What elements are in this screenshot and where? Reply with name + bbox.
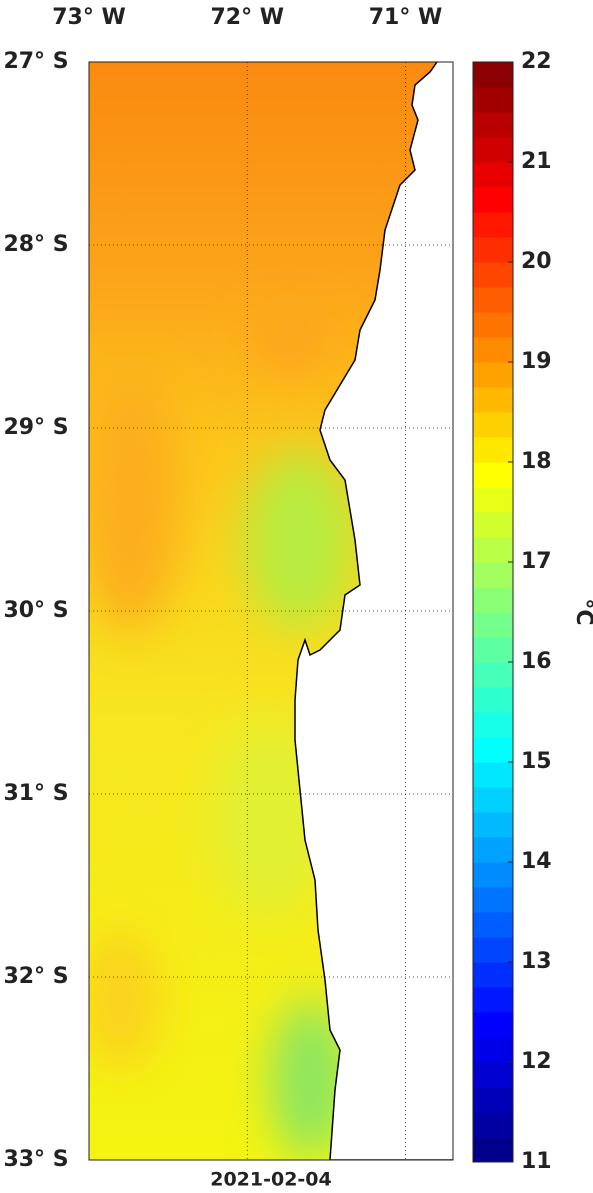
colorbar-label: °C [571,598,593,625]
colorbar-step [473,587,513,613]
colorbar-step [473,1062,513,1088]
colorbar-step [473,112,513,138]
colorbar-step [473,462,513,488]
date: 2021-02-04 [210,1169,332,1189]
colorbar-step [473,512,513,538]
lat-tick-label: 29° S [3,415,68,440]
lon-tick-label: 73° W [52,5,126,30]
colorbar-tick-label: 21 [521,149,552,174]
colorbar-tick-label: 15 [521,749,552,774]
lat-tick-label: 28° S [3,232,68,257]
colorbar-step [473,262,513,288]
colorbar-step [473,412,513,438]
lat-tick-label: 30° S [3,598,68,623]
colorbar-step [473,862,513,888]
colorbar-step [473,612,513,638]
colorbar-step [473,387,513,413]
lat-tick-label: 32° S [3,964,68,989]
colorbar-step [473,312,513,338]
colorbar-step [473,987,513,1013]
colorbar-step [473,787,513,813]
colorbar-step [473,812,513,838]
colorbar-step [473,712,513,738]
colorbar-step [473,137,513,163]
colorbar-step [473,162,513,188]
colorbar-step [473,337,513,363]
colorbar-step [473,562,513,588]
colorbar-tick-label: 22 [521,49,552,74]
colorbar-frame [472,61,514,1163]
lon-tick-label: 72° W [210,5,284,30]
colorbar-tick-label: 11 [521,1149,552,1174]
colorbar-step [473,962,513,988]
colorbar-step [473,637,513,663]
colorbar-step [473,687,513,713]
lat-tick-label: 27° S [3,49,68,74]
colorbar-tick-label: 12 [521,1049,552,1074]
colorbar-step [473,837,513,863]
colorbar-step [473,1112,513,1138]
colorbar-step [473,1087,513,1113]
lon-tick-label: 71° W [369,5,443,30]
colorbar-step [473,437,513,463]
colorbar-tick-label: 14 [521,849,552,874]
colorbar-tick-label: 18 [521,449,552,474]
colorbar-step [473,212,513,238]
colorbar-tick-label: 19 [521,349,552,374]
lat-tick-label: 33° S [3,1147,68,1172]
colorbar-step [473,487,513,513]
colorbar-step [473,1012,513,1038]
colorbar-step [473,237,513,263]
colorbar-step [473,287,513,313]
colorbar-step [473,537,513,563]
colorbar-step [473,762,513,788]
colorbar-tick-label: 13 [521,949,552,974]
colorbar-step [473,912,513,938]
sst-field [89,62,453,1160]
colorbar-step [473,362,513,388]
colorbar-step [473,62,513,88]
colorbar-step [473,887,513,913]
lat-tick-label: 31° S [3,781,68,806]
colorbar-tick-label: 16 [521,649,552,674]
colorbar-step [473,1037,513,1063]
colorbar-step [473,1137,513,1163]
colorbar-step [473,662,513,688]
colorbar-tick-label: 17 [521,549,552,574]
colorbar-step [473,187,513,213]
colorbar-step [473,737,513,763]
colorbar-tick-label: 20 [521,249,552,274]
colorbar-step [473,87,513,113]
colorbar-step [473,937,513,963]
